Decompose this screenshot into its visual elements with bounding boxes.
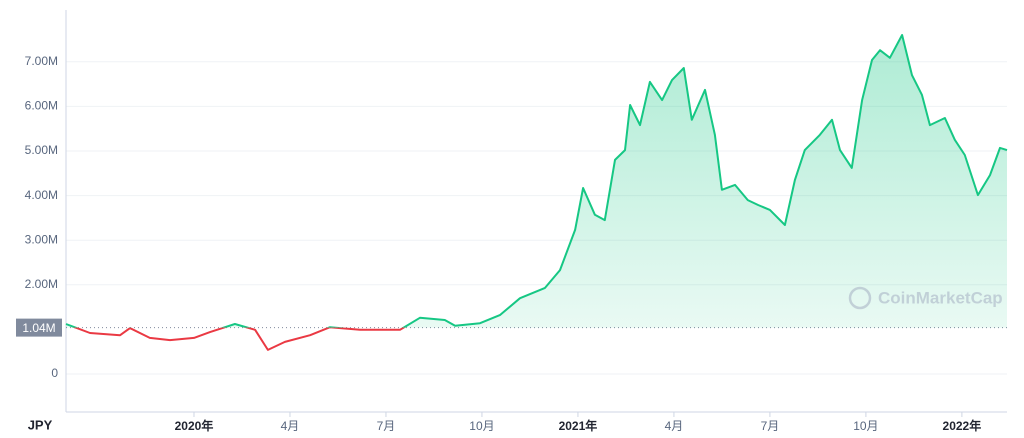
x-tick-label: 4月: [281, 419, 300, 433]
reference-label: 1.04M: [22, 321, 55, 335]
y-tick-label: 5.00M: [25, 143, 58, 157]
watermark: CoinMarketCap: [848, 286, 1003, 310]
x-tick-label: 7月: [377, 419, 396, 433]
y-tick-label: 7.00M: [25, 54, 58, 68]
watermark-text: CoinMarketCap: [878, 288, 1003, 307]
x-tick-label: 7月: [761, 419, 780, 433]
price-line-down: [72, 327, 406, 351]
y-tick-label: 6.00M: [25, 99, 58, 113]
area-layer: [66, 35, 1007, 328]
y-tick-label: 2.00M: [25, 277, 58, 291]
y-tick-label: 3.00M: [25, 232, 58, 246]
price-line-up: [65, 34, 1008, 328]
x-tick-label: 10月: [853, 419, 878, 433]
label-layer: 0 2.00M 3.00M 4.00M 5.00M 6.00M 7.00M 2020年 4月 7月…: [16, 54, 981, 433]
x-tick-label: 2022年: [943, 418, 982, 433]
reference-label-box: [16, 318, 62, 337]
watermark-logo: [848, 286, 872, 310]
x-tick-label: 4月: [665, 419, 684, 433]
x-tick-label: 2021年: [559, 418, 598, 433]
y-axis-unit: JPY: [28, 417, 53, 432]
y-tick-label: 4.00M: [25, 188, 58, 202]
price-area: [66, 35, 1007, 328]
x-tick-label: 2020年: [175, 418, 214, 433]
x-tick-label: 10月: [469, 419, 494, 433]
line-layer: [65, 34, 1008, 351]
y-tick-label: 0: [51, 366, 58, 380]
